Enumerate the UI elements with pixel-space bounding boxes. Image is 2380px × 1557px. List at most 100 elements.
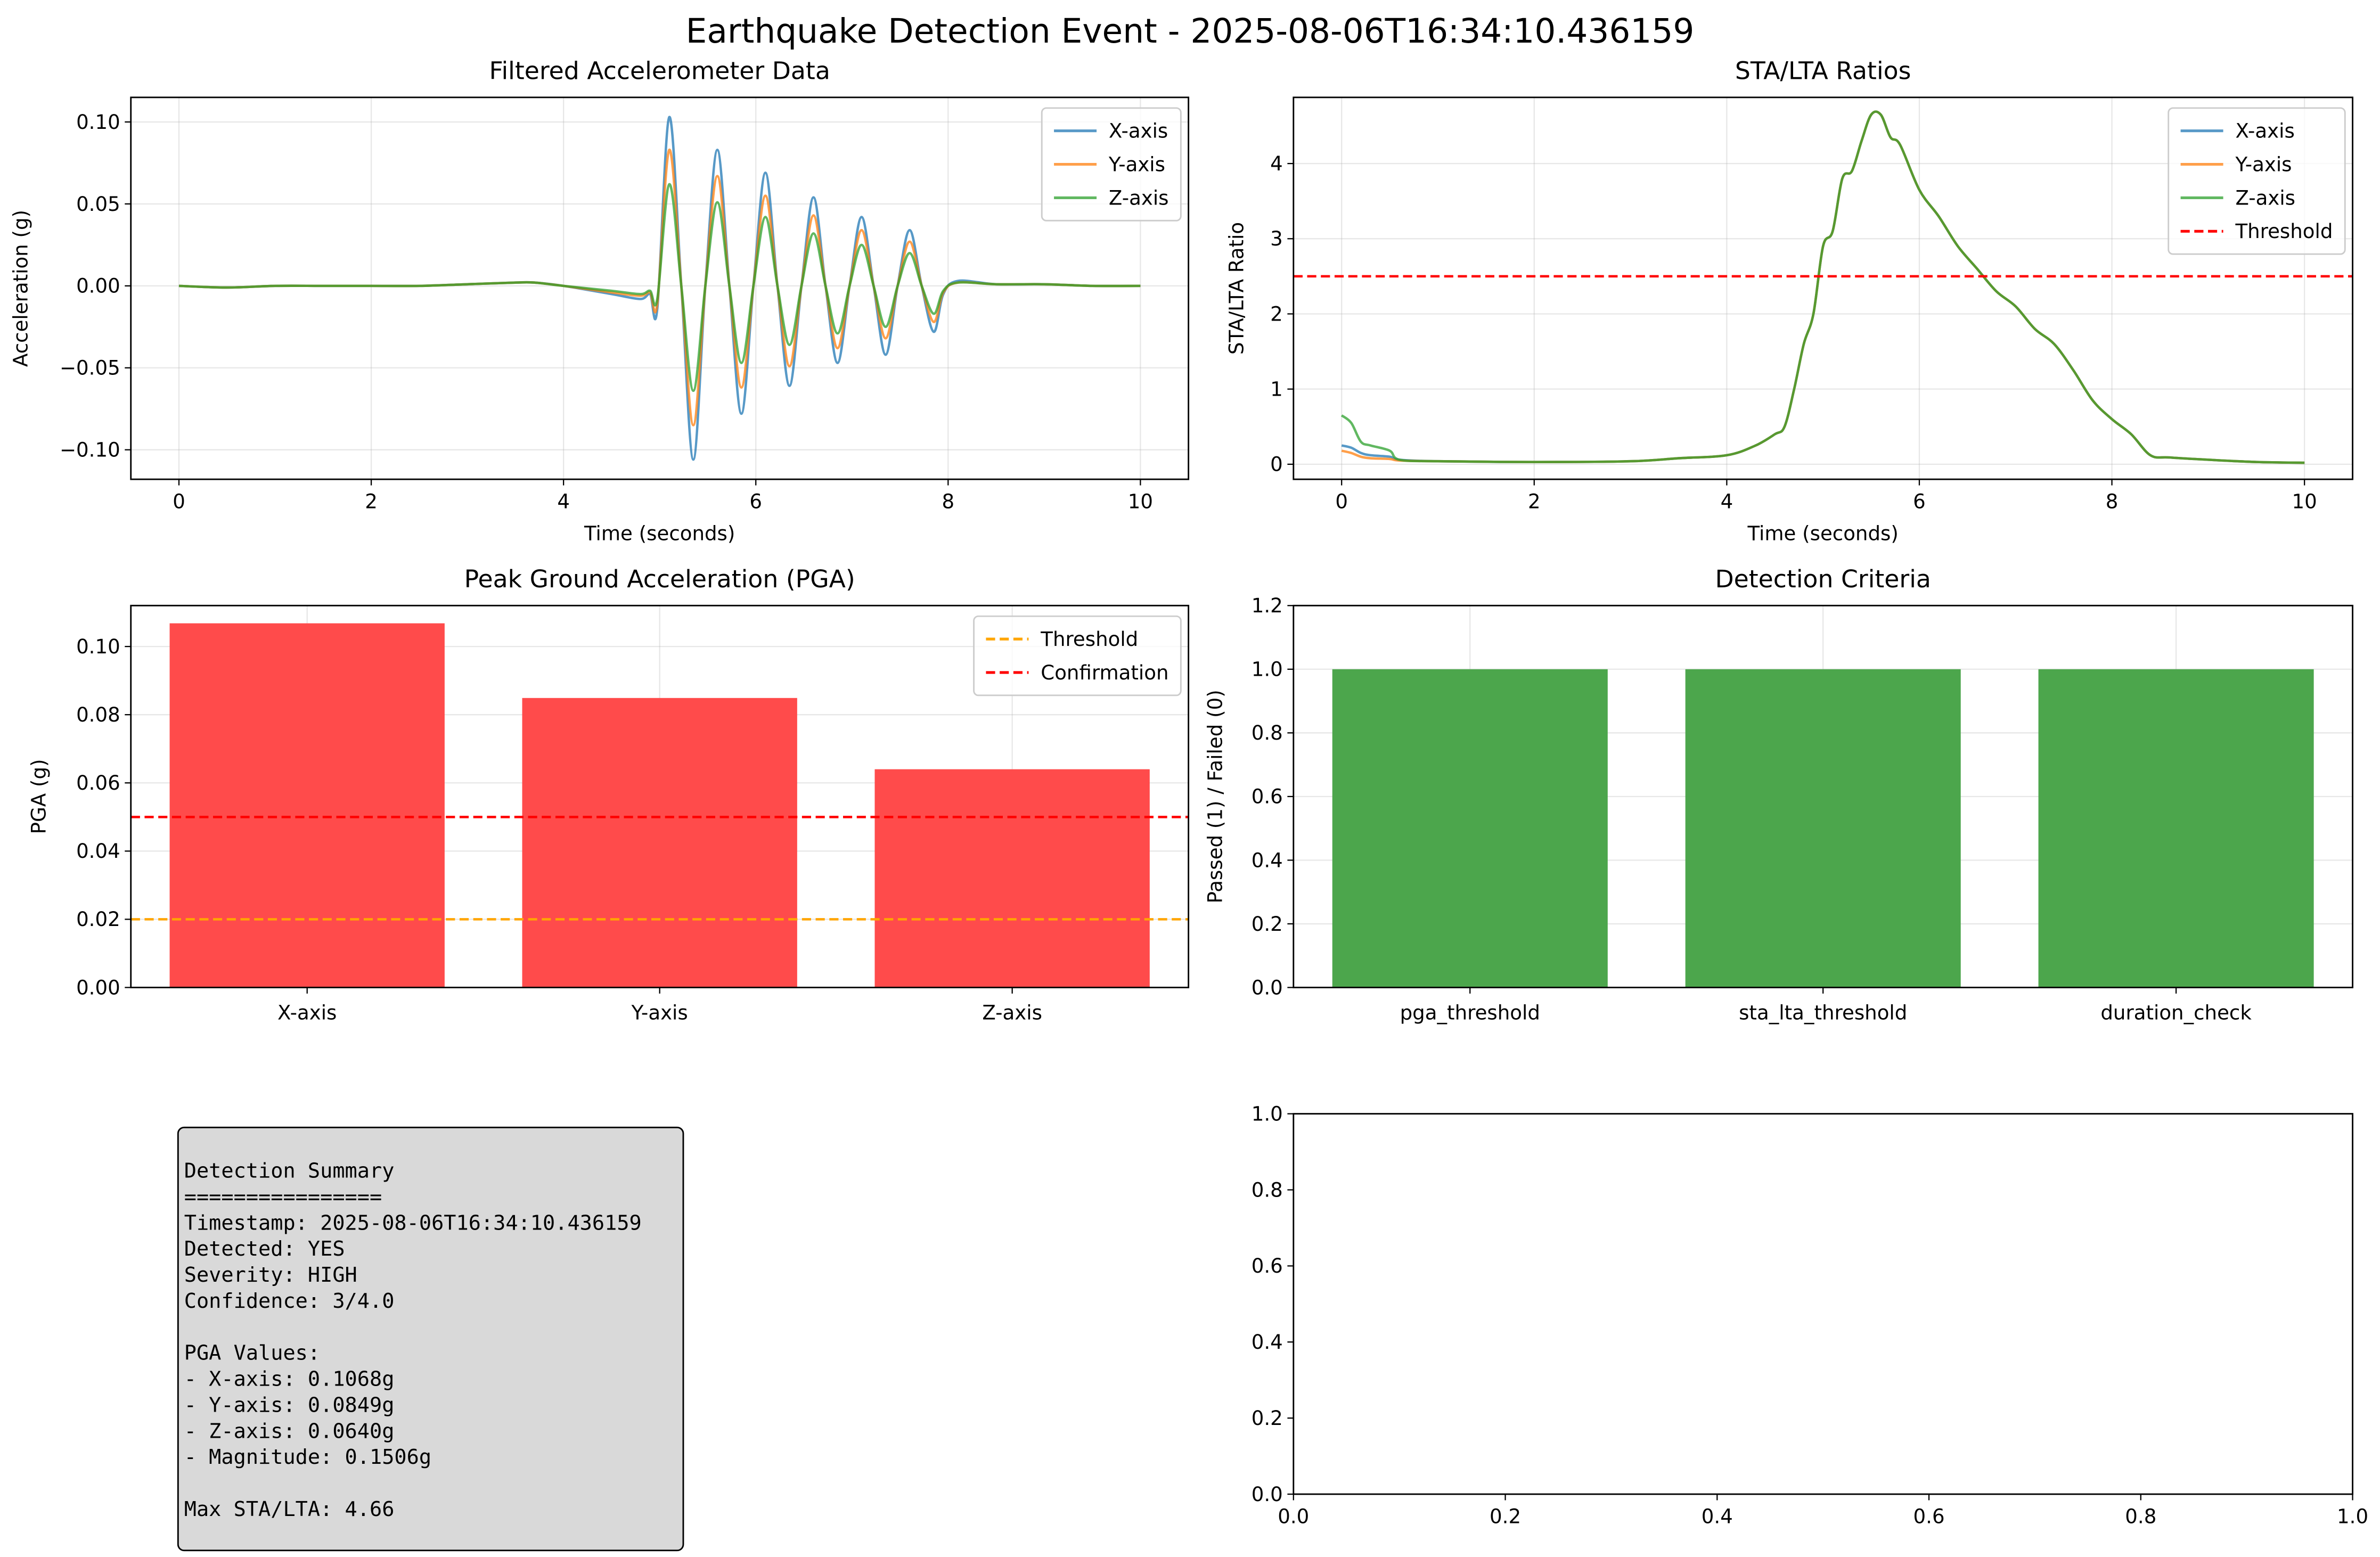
axes-frame <box>130 604 1190 988</box>
subplot-title: Detection Criteria <box>1715 565 1931 593</box>
y-tick-label: −0.10 <box>60 439 120 462</box>
x-tick-label: 0.4 <box>1702 1505 1733 1528</box>
x-tick-label: 4 <box>557 490 570 513</box>
legend-box <box>2168 107 2346 255</box>
summary-line: - X-axis: 0.1068g <box>184 1367 395 1391</box>
axes-frame <box>130 96 1190 480</box>
bar <box>1332 669 1608 988</box>
y-tick-label: 0.4 <box>1252 1331 1283 1354</box>
subplot: Detection Criteria Passed (1) / Failed (0… <box>1204 565 2353 1024</box>
y-tick-label: 0.0 <box>1252 1483 1283 1506</box>
bar <box>1685 669 1961 988</box>
y-tick-label: 0.04 <box>76 840 120 863</box>
legend-label: Threshold <box>1040 628 1138 651</box>
x-tick-label: 0.2 <box>1490 1505 1521 1528</box>
y-tick-label: 1.0 <box>1252 1102 1283 1125</box>
axes-frame <box>1293 96 2353 480</box>
legend-label: X-axis <box>1109 120 1168 143</box>
x-tick-label: 0.6 <box>1913 1505 1945 1528</box>
x-tick-label: 0.0 <box>1278 1505 1309 1528</box>
x-tick-label: 8 <box>2106 490 2119 513</box>
subplot: STA/LTA Ratios Time (seconds) STA/LTA Rati… <box>1225 57 2353 545</box>
y-tick-label: 0.05 <box>76 193 120 216</box>
subplot-title: Peak Ground Acceleration (PGA) <box>464 565 855 593</box>
y-tick-label: 3 <box>1270 227 1283 250</box>
subplot-title: STA/LTA Ratios <box>1735 57 1911 85</box>
data-line <box>178 183 1141 392</box>
y-tick-label: 0.6 <box>1252 785 1283 808</box>
y-tick-label: 0.00 <box>76 976 120 999</box>
summary-line: - Z-axis: 0.0640g <box>184 1419 395 1443</box>
figure-title: Earthquake Detection Event - 2025-08-06T… <box>686 12 1695 51</box>
y-tick-label: 0.06 <box>76 772 120 794</box>
x-tick-label: 6 <box>1913 490 1926 513</box>
y-tick-label: 0.2 <box>1252 1407 1283 1430</box>
legend: Threshold Confirmation <box>973 615 1182 696</box>
legend-label: Z-axis <box>1109 186 1169 209</box>
x-tick-label: 8 <box>942 490 954 513</box>
summary-line: Max STA/LTA: 4.66 <box>184 1497 395 1521</box>
subplot: Filtered Accelerometer Data Time (seconds… <box>9 57 1190 545</box>
x-tick-label: 2 <box>1528 490 1541 513</box>
y-axis-label: Acceleration (g) <box>9 210 32 367</box>
summary-line: PGA Values: <box>184 1341 320 1365</box>
x-tick-label: 0.8 <box>2125 1505 2156 1528</box>
subplot: 0.0 0.2 0.4 0.6 0.8 1.0 0.0 0.2 0.4 0.6 0.8 1.0 <box>1252 1102 2368 1528</box>
y-tick-label: 4 <box>1270 152 1283 175</box>
y-tick-label: 0.8 <box>1252 1178 1283 1201</box>
y-tick-label: 1.0 <box>1252 658 1283 681</box>
bar <box>169 623 445 988</box>
bar <box>522 698 797 988</box>
y-tick-label: 0.2 <box>1252 913 1283 936</box>
y-tick-label: 2 <box>1270 302 1283 325</box>
x-tick-label: 0 <box>173 490 185 513</box>
x-tick-label: sta_lta_threshold <box>1739 1001 1907 1024</box>
summary-line: ================ <box>184 1185 382 1209</box>
summary-line: Confidence: 3/4.0 <box>184 1289 395 1313</box>
y-axis-label: Passed (1) / Failed (0) <box>1204 690 1227 903</box>
y-tick-label: 0.10 <box>76 635 120 658</box>
y-tick-label: −0.05 <box>60 357 120 380</box>
y-tick-label: 0.08 <box>76 703 120 726</box>
y-tick-label: 0.00 <box>76 275 120 298</box>
y-tick-label: 0.0 <box>1252 976 1283 999</box>
y-tick-label: 0.4 <box>1252 849 1283 872</box>
summary-line: Timestamp: 2025-08-06T16:34:10.436159 <box>184 1211 642 1235</box>
summary-line: - Magnitude: 0.1506g <box>184 1445 431 1469</box>
data-line <box>1340 110 2305 464</box>
axes-frame <box>1293 604 2353 988</box>
legend-box <box>1041 107 1182 222</box>
y-tick-label: 1 <box>1270 378 1283 401</box>
legend: X-axis Y-axis Z-axis <box>1041 107 1182 222</box>
x-tick-label: Y-axis <box>631 1001 688 1024</box>
x-axis-label: Time (seconds) <box>584 522 735 545</box>
x-tick-label: 4 <box>1721 490 1733 513</box>
summary-line: Detected: YES <box>184 1237 345 1261</box>
subplot-title: Filtered Accelerometer Data <box>489 57 830 85</box>
legend-label: X-axis <box>2235 120 2294 143</box>
summary-line: Detection Summary <box>184 1159 395 1183</box>
x-tick-label: 2 <box>365 490 378 513</box>
x-tick-label: 1.0 <box>2337 1505 2368 1528</box>
legend-label: Y-axis <box>2235 153 2292 176</box>
summary-line: - Y-axis: 0.0849g <box>184 1393 395 1417</box>
x-tick-label: 0 <box>1335 490 1348 513</box>
y-tick-label: 0 <box>1270 453 1283 476</box>
subplot: Peak Ground Acceleration (PGA) PGA (g) 0.0… <box>28 565 1190 1024</box>
x-tick-label: Z-axis <box>982 1001 1042 1024</box>
summary-line: Severity: HIGH <box>184 1263 357 1287</box>
bar <box>874 769 1150 988</box>
x-tick-label: 10 <box>1128 490 1153 513</box>
x-tick-label: X-axis <box>277 1001 337 1024</box>
x-tick-label: pga_threshold <box>1400 1001 1540 1024</box>
y-tick-label: 0.8 <box>1252 722 1283 744</box>
y-tick-label: 0.10 <box>76 111 120 134</box>
x-tick-label: duration_check <box>2100 1001 2252 1024</box>
y-axis-label: PGA (g) <box>28 759 51 834</box>
bar <box>2038 669 2314 988</box>
y-tick-label: 0.02 <box>76 908 120 931</box>
y-axis-label: STA/LTA Ratio <box>1225 222 1248 355</box>
legend-label: Y-axis <box>1108 153 1165 176</box>
